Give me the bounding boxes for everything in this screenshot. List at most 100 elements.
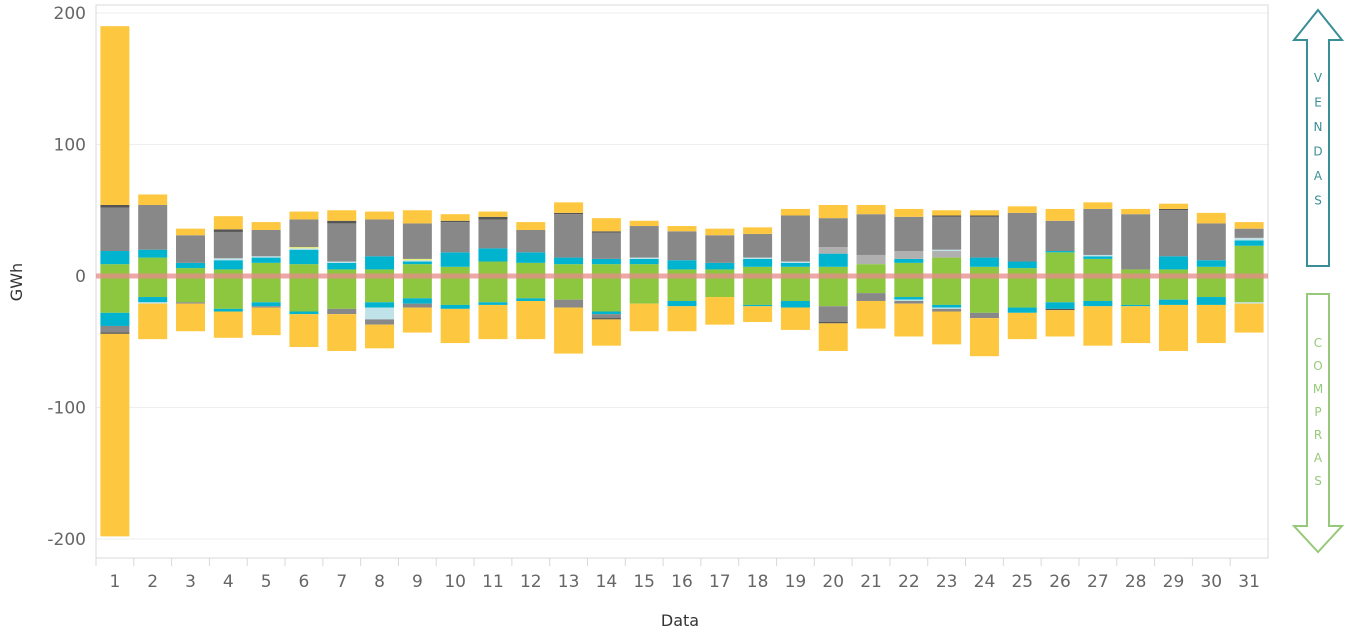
bar-segment bbox=[440, 304, 470, 309]
bar-segment bbox=[705, 297, 735, 325]
bar-segment bbox=[402, 210, 432, 224]
x-tick-label: 27 bbox=[1087, 572, 1109, 592]
bar-segment bbox=[516, 298, 546, 301]
bar-segment bbox=[478, 248, 508, 262]
x-tick-label: 26 bbox=[1049, 572, 1071, 592]
bar-segment bbox=[932, 210, 962, 216]
bar-segment bbox=[1083, 256, 1113, 259]
bar-segment bbox=[969, 210, 999, 216]
bar-segment bbox=[667, 231, 697, 261]
x-axis-ticks: 1 2 3 4 5 6 7 8 9 10 11 12 13 14 15 16 17 18 19 20 21 22 23 24 2… bbox=[95, 558, 1260, 592]
bar-segment bbox=[251, 302, 281, 307]
bar-segment bbox=[969, 266, 999, 276]
y-tick-label: 200 bbox=[54, 4, 86, 24]
bar-segment bbox=[969, 216, 999, 258]
bar-segment bbox=[780, 261, 810, 263]
x-tick-label: 12 bbox=[520, 572, 542, 592]
bar-segment bbox=[365, 302, 395, 308]
bar-segment bbox=[554, 212, 584, 215]
bar-segment bbox=[402, 223, 432, 259]
bar-segment bbox=[743, 276, 773, 305]
bar-segment bbox=[894, 300, 924, 304]
bar-segment bbox=[1083, 258, 1113, 276]
bar-segment bbox=[289, 211, 319, 220]
x-tick-label: 16 bbox=[671, 572, 693, 592]
bar-segment bbox=[289, 249, 319, 265]
bar-segment bbox=[1234, 302, 1264, 304]
bar-segment bbox=[1121, 214, 1151, 270]
bar-segment bbox=[251, 276, 281, 303]
bar-segment bbox=[402, 260, 432, 262]
bar-segment bbox=[932, 216, 962, 250]
x-tick-label: 11 bbox=[482, 572, 504, 592]
bar-segment bbox=[327, 308, 357, 315]
bar-segment bbox=[1045, 220, 1075, 252]
bar-segment bbox=[440, 252, 470, 267]
bar-segment bbox=[1045, 252, 1075, 276]
bar-segment bbox=[1196, 297, 1226, 305]
arrow-letter: S bbox=[1314, 194, 1322, 208]
bar-segment bbox=[251, 222, 281, 230]
bar-segment bbox=[478, 304, 508, 340]
bar-segment bbox=[365, 307, 395, 320]
bar-segment bbox=[591, 314, 621, 319]
bar-segment bbox=[402, 307, 432, 333]
arrow-letter: P bbox=[1314, 405, 1321, 419]
bar-segment bbox=[629, 303, 659, 332]
bar-segment bbox=[629, 257, 659, 259]
bar-segment bbox=[327, 210, 357, 221]
bar-segment bbox=[213, 269, 243, 276]
bar-segment bbox=[1158, 203, 1188, 209]
bar-segment bbox=[100, 207, 130, 252]
bar-segment bbox=[780, 300, 810, 308]
bar-segment bbox=[818, 253, 848, 267]
bar-segment bbox=[251, 262, 281, 276]
bar-segment bbox=[138, 249, 168, 258]
bar-segment bbox=[251, 307, 281, 336]
bar-segment bbox=[402, 264, 432, 276]
bar-segment bbox=[1045, 208, 1075, 221]
bar-segment bbox=[289, 248, 319, 250]
bar-segment bbox=[705, 269, 735, 276]
bar-segment bbox=[100, 251, 130, 265]
bar-segment bbox=[894, 216, 924, 252]
bar-segment bbox=[440, 276, 470, 305]
bar-segment bbox=[478, 216, 508, 220]
bar-segment bbox=[780, 208, 810, 216]
bar-segment bbox=[365, 324, 395, 349]
bar-segment bbox=[856, 254, 886, 265]
x-tick-label: 31 bbox=[1238, 572, 1260, 592]
x-tick-label: 14 bbox=[596, 572, 618, 592]
grid bbox=[96, 12, 1268, 540]
bar-segment bbox=[818, 247, 848, 254]
x-tick-label: 8 bbox=[374, 572, 385, 592]
bar-segment bbox=[667, 276, 697, 301]
bar-segment bbox=[365, 276, 395, 303]
bar-segment bbox=[856, 214, 886, 255]
x-tick-label: 2 bbox=[147, 572, 158, 592]
x-tick-label: 19 bbox=[785, 572, 807, 592]
bar-segment bbox=[365, 211, 395, 220]
bar-segment bbox=[138, 257, 168, 276]
x-tick-label: 13 bbox=[558, 572, 580, 592]
bar-segment bbox=[402, 298, 432, 304]
bar-segment bbox=[138, 297, 168, 303]
bar-segment bbox=[932, 308, 962, 312]
bar-segment bbox=[780, 262, 810, 267]
bar-segment bbox=[554, 264, 584, 276]
bar-segment bbox=[1158, 208, 1188, 211]
bar-segment bbox=[1234, 245, 1264, 276]
bar-segment bbox=[780, 215, 810, 262]
x-tick-label: 6 bbox=[299, 572, 310, 592]
bar-segment bbox=[478, 276, 508, 303]
bar-segment bbox=[705, 235, 735, 263]
bar-segment bbox=[365, 256, 395, 270]
bar-segment bbox=[554, 276, 584, 300]
bar-segment bbox=[554, 202, 584, 213]
bar-segment bbox=[365, 219, 395, 257]
bar-segment bbox=[705, 276, 735, 298]
bar-segment bbox=[894, 262, 924, 276]
bar-segment bbox=[743, 257, 773, 259]
